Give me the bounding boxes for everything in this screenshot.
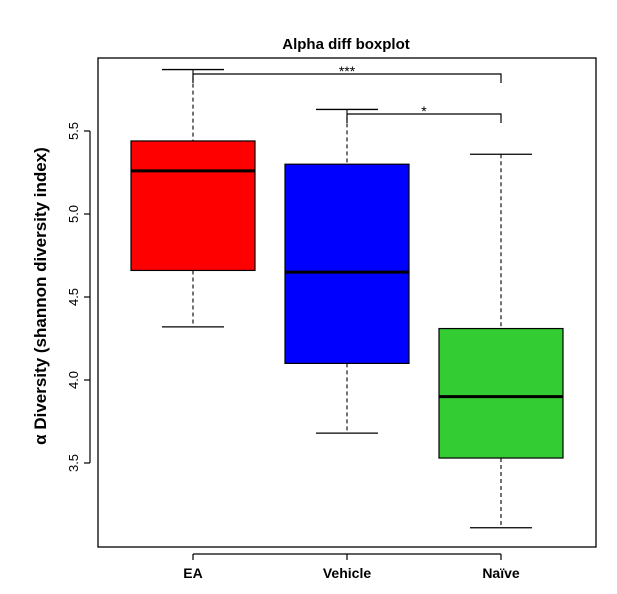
y-axis-label: α Diversity (shannon diversity index): [31, 147, 50, 445]
significance-label: ***: [339, 63, 356, 79]
box-iqr: [438, 327, 564, 459]
y-tick-label: 5.0: [66, 205, 81, 223]
boxes: [130, 68, 564, 529]
x-tick-label: EA: [183, 565, 202, 581]
y-tick-label: 3.5: [66, 454, 81, 472]
significance-bracket: *: [346, 103, 502, 123]
box-iqr: [284, 163, 410, 364]
bracket-line: [192, 73, 502, 83]
significance-label: *: [421, 103, 427, 119]
x-axis: EA Vehicle Naïve: [183, 553, 520, 581]
y-tick-label: 5.5: [66, 122, 81, 140]
significance-brackets: ****: [192, 63, 502, 123]
y-axis: 3.5 4.0 4.5 5.0 5.5: [66, 122, 91, 472]
box-iqr: [130, 140, 256, 272]
plot-frame: [97, 57, 597, 548]
y-tick-label: 4.0: [66, 371, 81, 389]
significance-bracket: ***: [192, 63, 502, 83]
box-ea: [130, 68, 256, 328]
box-na-ve: [438, 153, 564, 529]
x-tick-label: Naïve: [482, 565, 520, 581]
x-tick-label: Vehicle: [323, 565, 371, 581]
bracket-line: [346, 113, 502, 123]
y-tick-label: 4.5: [66, 288, 81, 306]
chart-title: Alpha diff boxplot: [282, 36, 409, 53]
box-vehicle: [284, 108, 410, 434]
